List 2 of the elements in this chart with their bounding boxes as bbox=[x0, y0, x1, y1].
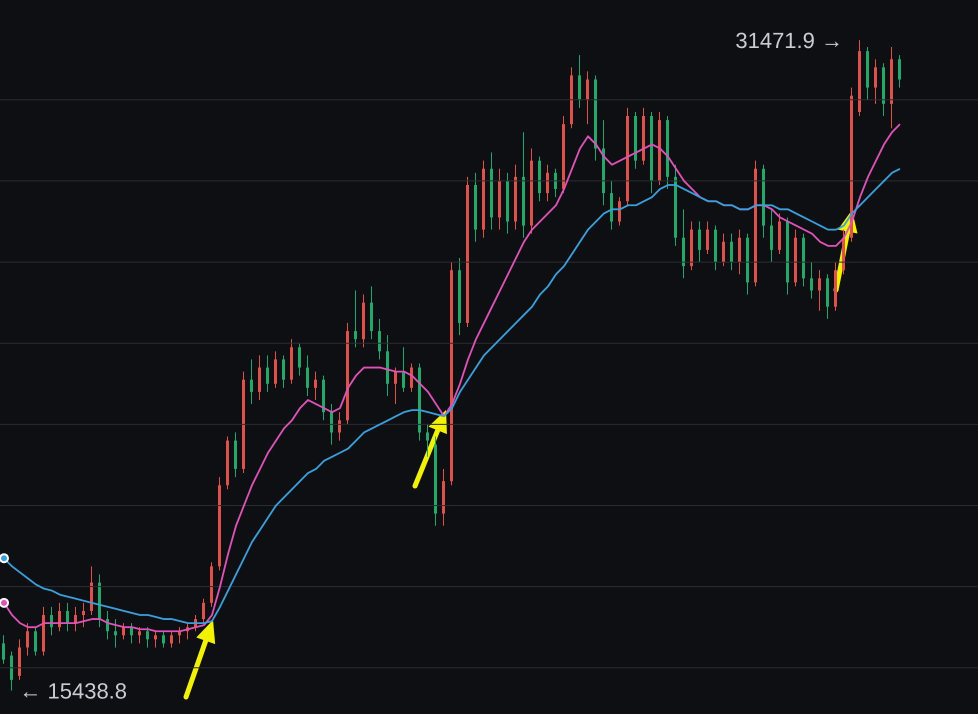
annotation: 31471.9 → bbox=[735, 28, 843, 53]
annotation: ← 15438.8 bbox=[19, 678, 128, 704]
